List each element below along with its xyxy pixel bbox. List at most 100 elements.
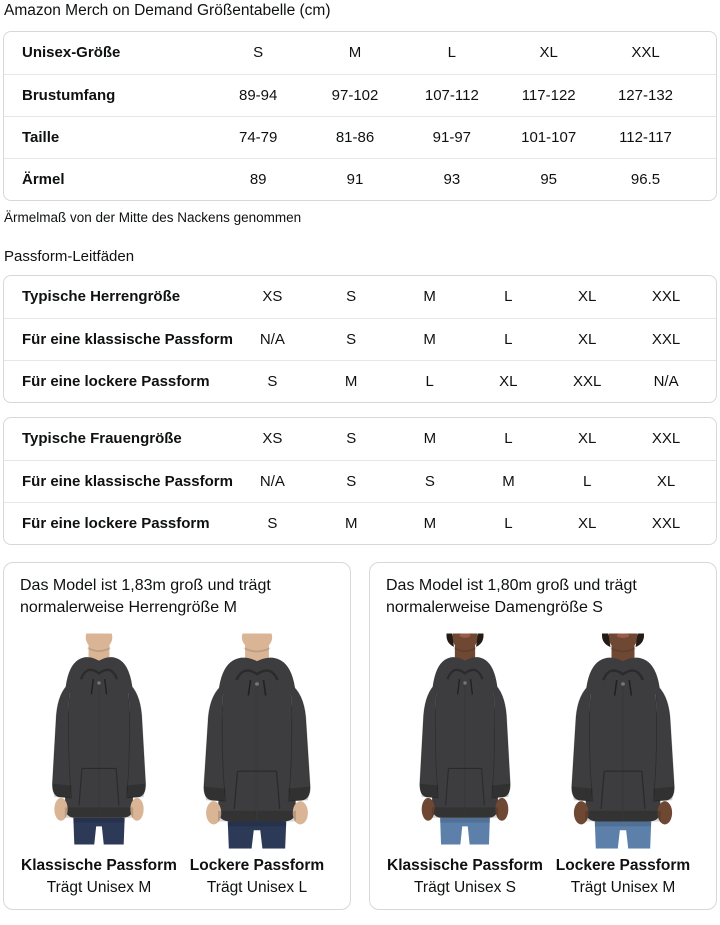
fit-cell: XS — [262, 430, 283, 448]
table-row: Typische Herrengröße XS S M L XL XXL — [4, 276, 716, 318]
fit-cell: N/A — [232, 459, 312, 502]
women-model-card: Das Model ist 1,80m groß und trägt norma… — [369, 562, 717, 910]
measure-cell: 95 — [500, 157, 598, 200]
size-label: Trägt Unisex S — [414, 879, 516, 896]
model-cards: Das Model ist 1,83m groß und trägt norma… — [3, 562, 717, 910]
fit-cell: XL — [577, 430, 597, 448]
fit-cell: M — [390, 317, 469, 360]
measure-cell: 91-97 — [403, 115, 501, 158]
fit-cell: M — [311, 501, 391, 544]
fit-cell: L — [390, 359, 469, 402]
sleeve-measure-note: Ärmelmaß von der Mitte des Nackens genom… — [4, 210, 302, 225]
measure-cell: 101-107 — [500, 115, 598, 158]
fit-cell: XL — [577, 288, 597, 306]
row-label: Für eine klassische Passform — [4, 317, 233, 360]
measure-cell: 93 — [403, 157, 501, 200]
table-row: Brustumfang 89-94 97-102 107-112 117-122… — [4, 73, 716, 116]
fit-cell: S — [311, 317, 391, 360]
fit-cell: XXL — [547, 359, 627, 402]
measure-cell: 81-86 — [306, 115, 404, 158]
size-column-header: L — [447, 44, 456, 62]
fit-cell: XXL — [651, 430, 681, 448]
table-row: Unisex-Größe S M L XL XXL — [4, 32, 716, 74]
fit-cell: L — [469, 501, 548, 544]
measure-cell: 74-79 — [209, 115, 307, 158]
table-row: Ärmel 89 91 93 95 96.5 — [4, 157, 716, 200]
fit-cell: L — [468, 317, 548, 360]
size-column-header: S — [253, 44, 264, 62]
fit-cell: S — [311, 459, 391, 502]
fit-label: Klassische Passform — [387, 857, 543, 874]
table-row: Typische Frauengröße XS S M L XL XXL — [4, 418, 716, 460]
row-label: Taille — [4, 115, 210, 158]
measure-cell: 117-122 — [500, 73, 598, 116]
size-column-header: M — [348, 44, 362, 62]
table-row: Für eine klassische Passform N/A S S M L… — [4, 459, 716, 502]
model-photo-men-classic — [23, 628, 175, 850]
measure-cell: 127-132 — [597, 73, 694, 116]
figure-classic-fit: Klassische Passform Trägt Unisex S — [386, 628, 544, 897]
fit-cell: M — [423, 288, 436, 306]
women-fit-table: Typische Frauengröße XS S M L XL XXL Für… — [3, 417, 717, 545]
fit-cell: N/A — [626, 359, 706, 402]
measure-cell: 89-94 — [209, 73, 307, 116]
fit-guides-section-title: Passform-Leitfäden — [4, 248, 135, 265]
fit-cell: XL — [547, 317, 627, 360]
model-photo-women-loose — [547, 628, 699, 850]
size-column-header: XL — [539, 44, 558, 62]
size-label: Trägt Unisex L — [206, 879, 308, 896]
figure-loose-fit: Lockere Passform Trägt Unisex L — [178, 628, 336, 897]
fit-cell: XXL — [626, 501, 706, 544]
fit-cell: XXL — [626, 317, 706, 360]
fit-cell: M — [469, 459, 548, 502]
fit-cell: S — [232, 501, 312, 544]
fit-cell: M — [423, 430, 437, 448]
table-row: Für eine lockere Passform S M L XL XXL N… — [4, 359, 716, 402]
row-label: Ärmel — [4, 157, 210, 200]
fit-cell: XS — [262, 288, 283, 306]
fit-cell: L — [547, 459, 627, 502]
fit-label: Lockere Passform — [555, 857, 691, 874]
unisex-size-table: Unisex-Größe S M L XL XXL Brustumfang 89… — [3, 31, 717, 201]
model-photo-men-loose — [181, 628, 333, 850]
men-fit-table: Typische Herrengröße XS S M L XL XXL Für… — [3, 275, 717, 403]
measure-cell: 91 — [306, 157, 404, 200]
model-description: Das Model ist 1,83m groß und trägt norma… — [20, 577, 271, 616]
row-label: Für eine lockere Passform — [4, 501, 233, 544]
figure-classic-fit: Klassische Passform Trägt Unisex M — [20, 628, 178, 897]
size-label: Trägt Unisex M — [570, 879, 676, 896]
fit-cell: XL — [626, 459, 706, 502]
measure-cell: 89 — [209, 157, 307, 200]
page-title: Amazon Merch on Demand Größentabelle (cm… — [4, 2, 331, 19]
row-label: Für eine lockere Passform — [4, 359, 233, 402]
fit-cell: N/A — [232, 317, 312, 360]
fit-label: Lockere Passform — [189, 857, 325, 874]
fit-cell: XL — [468, 359, 548, 402]
fit-cell: XL — [547, 501, 627, 544]
fit-cell: S — [232, 359, 312, 402]
measure-cell: 112-117 — [597, 115, 694, 158]
size-column-header: XXL — [631, 44, 660, 62]
table-row: Für eine klassische Passform N/A S M L X… — [4, 317, 716, 360]
fit-cell: S — [390, 459, 470, 502]
fit-label: Klassische Passform — [21, 857, 177, 874]
row-label: Brustumfang — [4, 73, 210, 116]
measure-cell: 107-112 — [403, 73, 501, 116]
fit-cell: M — [390, 501, 470, 544]
figures-row: Klassische Passform Trägt Unisex S Locke… — [386, 628, 702, 897]
row-label: Typische Herrengröße — [22, 288, 181, 306]
row-label: Unisex-Größe — [22, 44, 121, 62]
table-row: Für eine lockere Passform S M M L XL XXL — [4, 501, 716, 544]
model-description: Das Model ist 1,80m groß und trägt norma… — [386, 577, 637, 616]
model-photo-women-classic — [389, 628, 541, 850]
fit-cell: L — [504, 430, 513, 448]
row-label: Für eine klassische Passform — [4, 459, 233, 502]
fit-cell: L — [504, 288, 513, 306]
row-label: Typische Frauengröße — [22, 430, 182, 448]
fit-cell: S — [346, 288, 357, 306]
fit-cell: S — [346, 430, 357, 448]
measure-cell: 97-102 — [306, 73, 404, 116]
size-label: Trägt Unisex M — [46, 879, 152, 896]
measure-cell: 96.5 — [597, 157, 694, 200]
